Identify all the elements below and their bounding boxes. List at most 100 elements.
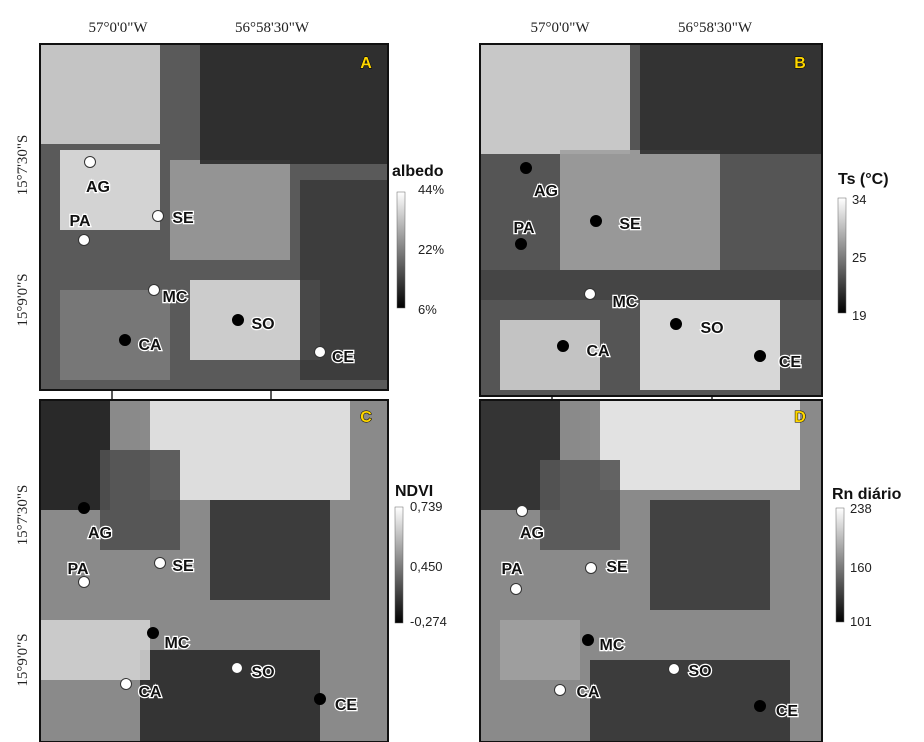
site-label: SE — [172, 558, 194, 575]
field-patch — [60, 150, 160, 230]
field-patch — [500, 320, 600, 390]
field-patch — [40, 620, 150, 680]
site-marker — [584, 288, 596, 300]
field-patch — [560, 150, 720, 270]
latitude-label: 15°7'30"S — [15, 135, 31, 196]
site-label: PA — [67, 561, 88, 578]
site-label: PA — [501, 561, 522, 578]
colorbar-tick-label: 238 — [850, 501, 872, 516]
field-patch — [590, 660, 790, 742]
longitude-label: 57°0'0"W — [89, 20, 149, 36]
site-marker — [754, 350, 766, 362]
colorbar-tick-label: 101 — [850, 614, 872, 629]
field-patch — [640, 44, 822, 154]
colorbar-tick-label: 6% — [418, 302, 437, 317]
field-patch — [190, 280, 320, 360]
site-marker — [554, 684, 566, 696]
field-patch — [300, 180, 388, 380]
site-label: CE — [776, 703, 799, 720]
colorbar-tick-label: 44% — [418, 182, 444, 197]
colorbar-tick-label: 0,450 — [410, 559, 443, 574]
map-image — [480, 400, 822, 742]
site-marker — [147, 627, 159, 639]
legend-title: Ts (°C) — [838, 171, 889, 188]
panel-letter: C — [360, 409, 372, 426]
site-label: AG — [520, 525, 544, 542]
site-label: AG — [88, 525, 112, 542]
colorbar — [396, 191, 406, 309]
site-marker — [590, 215, 602, 227]
site-label: SO — [688, 663, 711, 680]
map-image — [40, 400, 388, 742]
panel-frame — [39, 399, 389, 742]
site-marker — [154, 557, 166, 569]
site-label: CE — [779, 354, 802, 371]
site-label: CA — [138, 684, 162, 701]
field-patch — [200, 44, 388, 164]
site-marker — [120, 678, 132, 690]
site-marker — [78, 502, 90, 514]
site-marker — [754, 700, 766, 712]
panel-letter: B — [794, 55, 806, 72]
field-patch — [640, 300, 780, 390]
colorbar-tick-label: 25 — [852, 250, 866, 265]
field-patch — [150, 400, 350, 500]
map-image — [480, 44, 822, 396]
site-marker — [152, 210, 164, 222]
field-patch — [600, 400, 800, 490]
panel-frame — [479, 399, 823, 742]
longitude-label: 56°58'30"W — [678, 20, 753, 36]
field-patch — [100, 450, 180, 550]
site-marker — [516, 505, 528, 517]
site-label: CA — [138, 337, 162, 354]
site-label: MC — [163, 289, 188, 306]
colorbar-tick-label: 22% — [418, 242, 444, 257]
site-label: PA — [69, 213, 90, 230]
colorbar-tick-label: 19 — [852, 308, 866, 323]
map-image — [40, 44, 388, 390]
longitude-label: 57°0'0"W — [531, 20, 591, 36]
field-patch — [140, 650, 320, 742]
site-marker — [582, 634, 594, 646]
legend-title: albedo — [392, 163, 444, 180]
colorbar-tick-label: 0,739 — [410, 499, 443, 514]
field-patch — [40, 400, 110, 510]
site-label: SO — [700, 320, 723, 337]
site-label: CE — [335, 697, 358, 714]
site-label: SE — [619, 216, 641, 233]
site-marker — [670, 318, 682, 330]
colorbar-tick-label: 34 — [852, 192, 866, 207]
field-patch — [210, 500, 330, 600]
field-patch — [170, 160, 290, 260]
colorbar — [835, 507, 845, 623]
field-patch — [480, 270, 822, 300]
site-marker — [119, 334, 131, 346]
field-patch — [540, 460, 620, 550]
site-marker — [314, 693, 326, 705]
site-marker — [78, 576, 90, 588]
site-marker — [510, 583, 522, 595]
site-marker — [78, 234, 90, 246]
site-label: SO — [251, 664, 274, 681]
site-label: MC — [613, 294, 638, 311]
panel-letter: D — [794, 409, 806, 426]
site-marker — [520, 162, 532, 174]
site-label: SE — [172, 210, 194, 227]
site-label: SE — [606, 559, 628, 576]
site-label: AG — [86, 179, 110, 196]
latitude-label: 15°9'0"S — [15, 273, 31, 326]
site-marker — [557, 340, 569, 352]
latitude-label: 15°9'0"S — [15, 633, 31, 686]
site-marker — [668, 663, 680, 675]
site-marker — [148, 284, 160, 296]
site-label: PA — [513, 220, 534, 237]
site-label: SO — [251, 316, 274, 333]
field-patch — [480, 44, 630, 154]
site-marker — [232, 314, 244, 326]
site-label: CE — [332, 349, 355, 366]
colorbar — [394, 506, 404, 624]
site-label: AG — [534, 183, 558, 200]
panel-frame — [39, 43, 389, 391]
longitude-label: 56°58'30"W — [235, 20, 310, 36]
